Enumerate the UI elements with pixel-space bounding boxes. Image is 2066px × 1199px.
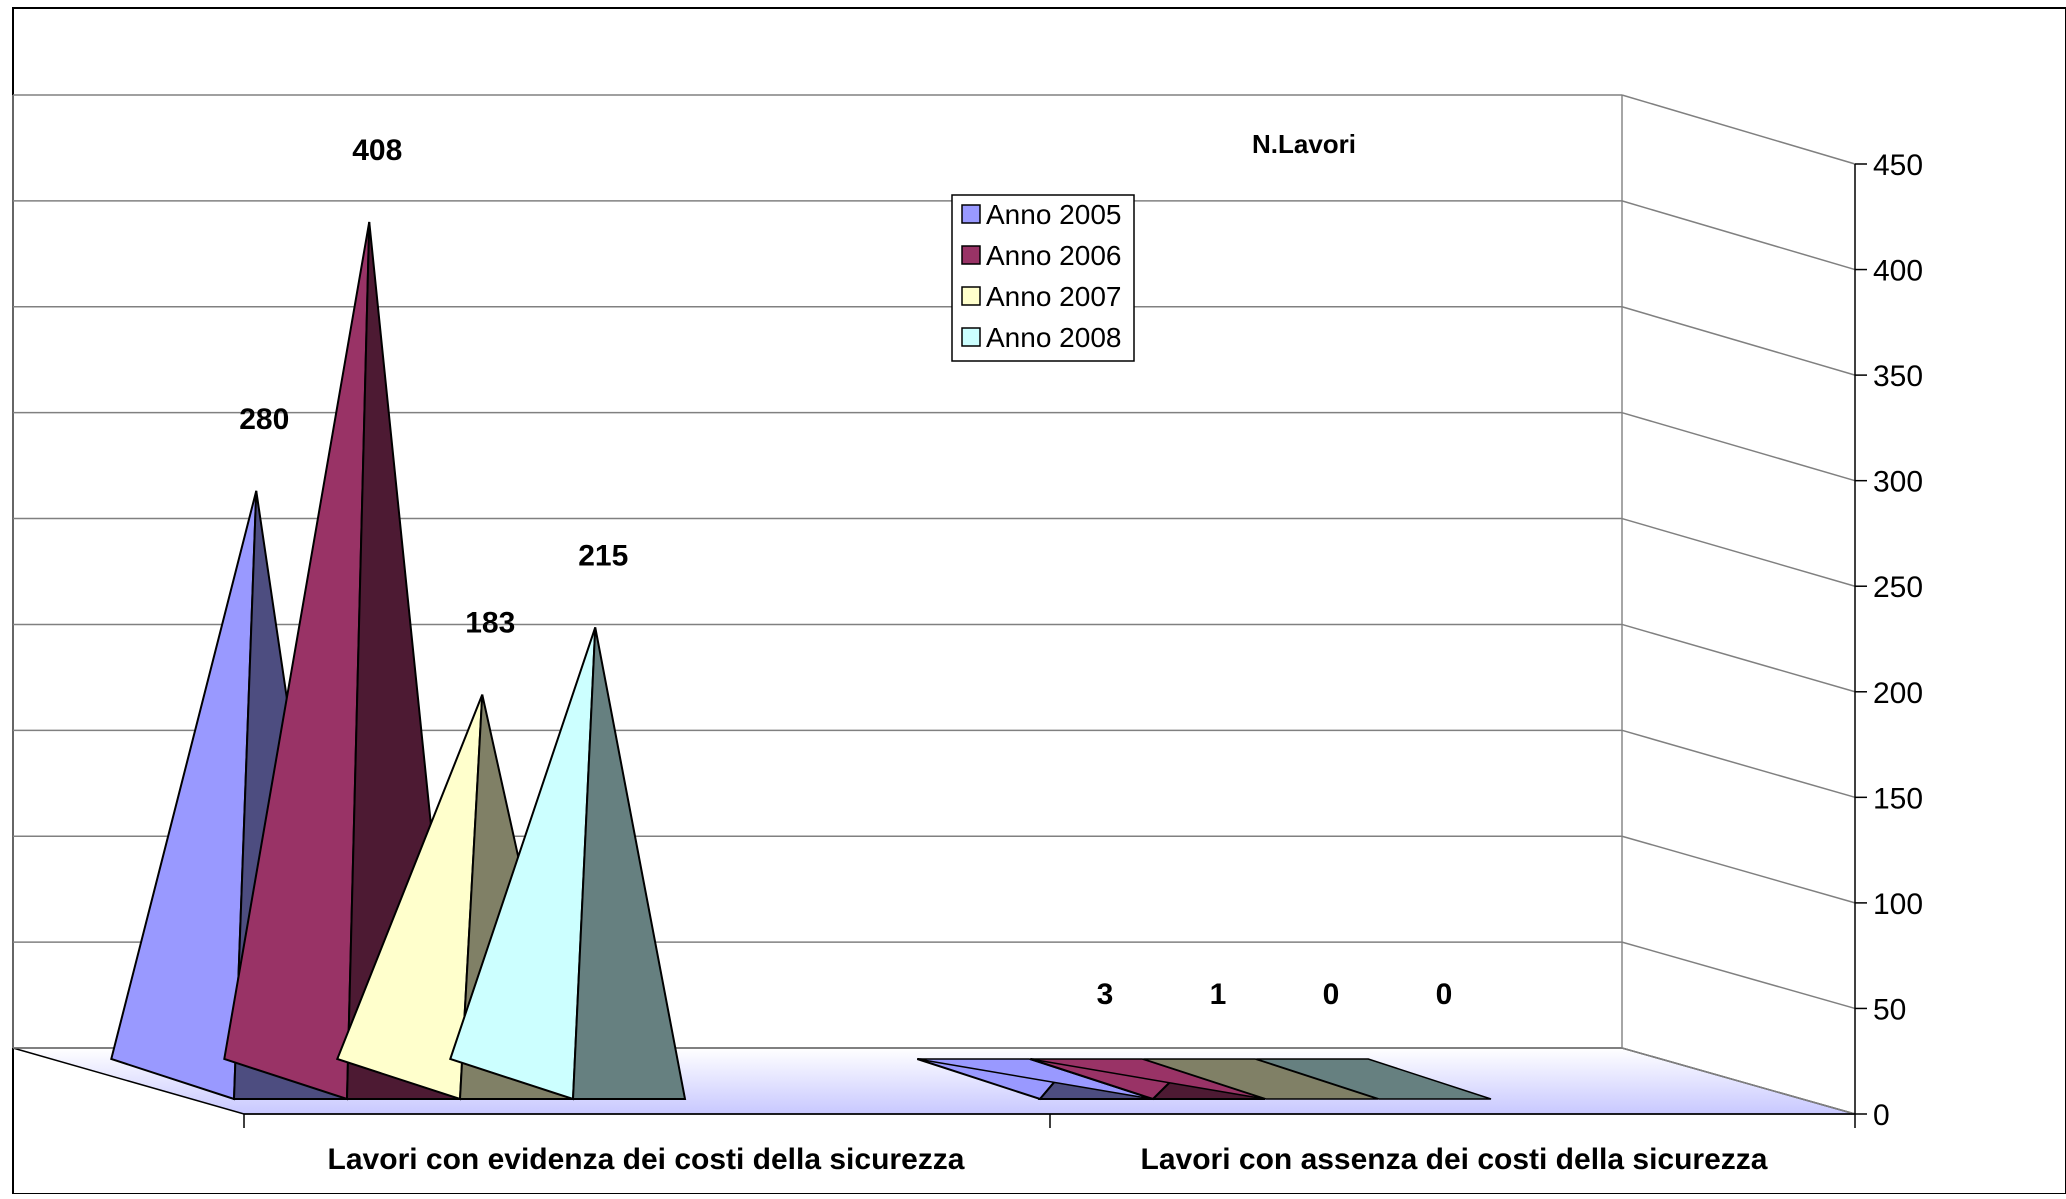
legend-swatch-2008 [961,327,981,347]
legend-swatch-2005 [961,204,981,224]
y-tick-label-300: 300 [1873,466,1923,499]
legend-label-2008: Anno 2008 [986,322,1121,353]
y-tick-label-450: 450 [1873,149,1923,182]
y-tick-label-100: 100 [1873,888,1923,921]
legend: Anno 2005 Anno 2006 Anno 2007 Anno 2008 [951,194,1135,362]
data-label-anno-2008-cat1: 215 [578,539,628,572]
side-gridline-150 [1621,729,1856,799]
side-gridline-300 [1621,411,1856,482]
chart-title: N.Lavori [1252,129,1356,159]
side-gridline-250 [1621,517,1856,587]
side-gridline-0 [1621,1047,1856,1115]
y-tick-label-0: 0 [1873,1099,1890,1132]
legend-box [951,194,1135,362]
legend-swatch-2006 [961,245,981,265]
pyramid-anno-2008-cat1 [449,627,687,1101]
legend-label-2006: Anno 2006 [986,240,1121,271]
y-tick-label-350: 350 [1873,360,1923,393]
data-label-anno-2006-cat1: 408 [352,134,402,167]
side-gridline-50 [1621,941,1856,1010]
pyramid-anno-2005-cat2 [916,1058,1153,1101]
data-label-anno-2008-cat2: 0 [1436,978,1453,1011]
data-label-anno-2006-cat2: 1 [1210,978,1227,1011]
side-gridline-200 [1621,623,1856,693]
legend-label-2007: Anno 2007 [986,281,1121,312]
data-label-anno-2005-cat1: 280 [239,403,289,436]
y-tick-label-50: 50 [1873,993,1906,1026]
data-label-anno-2005-cat2: 3 [1097,978,1114,1011]
pyramid-anno-2008-cat1-front-face [571,627,687,1100]
side-gridline-100 [1621,835,1856,904]
y-tick-label-150: 150 [1873,782,1923,815]
side-gridline-450 [1621,94,1856,165]
y-tick-label-250: 250 [1873,571,1923,604]
legend-swatch-2007 [961,286,981,306]
y-tick-label-200: 200 [1873,677,1923,710]
category-label-1: Lavori con evidenza dei costi della sicu… [328,1143,965,1176]
side-gridline-400 [1621,200,1856,271]
category-label-2: Lavori con assenza dei costi della sicur… [1141,1143,1768,1176]
legend-label-2005: Anno 2005 [986,199,1121,230]
pyramid-anno-2006-cat2 [1029,1058,1266,1101]
pyramid-anno-2008-cat2 [1256,1058,1492,1100]
data-label-anno-2007-cat2: 0 [1323,978,1340,1011]
pyramid-anno-2008-cat2-flat-face [1256,1058,1492,1100]
side-gridline-350 [1621,306,1856,376]
data-label-anno-2007-cat1: 183 [465,607,515,640]
y-tick-label-400: 400 [1873,255,1923,288]
